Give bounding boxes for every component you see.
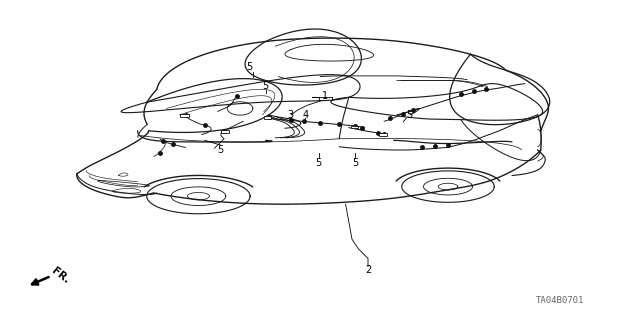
Bar [221,130,229,133]
Text: 5: 5 [246,62,253,72]
Text: 1: 1 [322,91,328,101]
Text: 5: 5 [352,158,358,168]
Bar [264,116,271,119]
Text: 4: 4 [302,110,308,121]
Text: FR.: FR. [50,266,71,286]
Bar [379,133,387,136]
Text: 5: 5 [262,81,269,91]
Text: TA04B0701: TA04B0701 [536,296,584,305]
Bar [179,114,189,117]
Bar [351,126,358,128]
Text: 5: 5 [218,145,224,155]
Text: 2: 2 [365,264,371,275]
Text: 5: 5 [406,110,413,120]
Text: 3: 3 [287,110,293,121]
Text: 5: 5 [316,158,322,168]
